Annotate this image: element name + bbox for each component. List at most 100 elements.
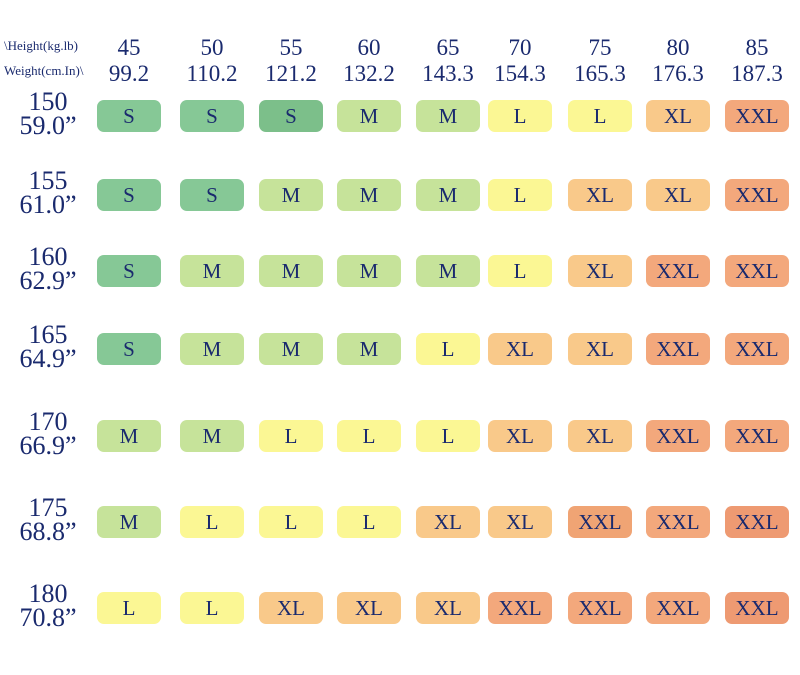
size-cell-s: S [97,255,161,287]
column-header-60: 60 132.2 [332,35,406,87]
size-cell-xxl: XXL [725,179,789,211]
size-cell-s: S [180,100,244,132]
size-cell-xxl: XXL [646,333,710,365]
size-cell-m: M [337,179,401,211]
size-cell-l: L [488,255,552,287]
column-weight-lb: 165.3 [574,61,626,86]
size-cell-m: M [180,255,244,287]
column-weight-kg: 70 [508,35,532,60]
row-height-cm: 175 [28,493,68,522]
size-cell-l: L [488,179,552,211]
size-cell-xxl: XXL [488,592,552,624]
column-weight-kg: 60 [357,35,381,60]
column-weight-lb: 176.3 [652,61,704,86]
size-cell-xxl: XXL [725,255,789,287]
column-weight-lb: 187.3 [731,61,783,86]
size-cell-s: S [97,179,161,211]
size-cell-xl: XL [568,420,632,452]
column-header-75: 75 165.3 [563,35,637,87]
row-height-cm: 165 [28,320,68,349]
row-height-cm: 150 [28,87,68,116]
column-weight-lb: 132.2 [343,61,395,86]
size-cell-xxl: XXL [646,255,710,287]
size-cell-m: M [416,255,480,287]
size-cell-xxl: XXL [725,333,789,365]
row-header-150: 150 59.0” [6,87,90,140]
row-height-cm: 170 [28,407,68,436]
size-cell-xl: XL [416,506,480,538]
row-header-165: 165 64.9” [6,320,90,372]
size-cell-s: S [259,100,323,132]
size-cell-l: L [259,506,323,538]
size-cell-xxl: XXL [725,420,789,452]
size-cell-xxl: XXL [568,592,632,624]
row-height-in: 66.9” [19,431,77,460]
size-cell-s: S [97,100,161,132]
size-cell-m: M [259,333,323,365]
size-cell-m: M [337,255,401,287]
column-header-65: 65 143.3 [411,35,485,87]
size-cell-l: L [416,333,480,365]
size-cell-s: S [97,333,161,365]
column-weight-kg: 65 [436,35,460,60]
size-cell-xxl: XXL [725,592,789,624]
row-height-in: 59.0” [19,111,77,140]
size-cell-xl: XL [337,592,401,624]
size-cell-m: M [337,100,401,132]
size-cell-l: L [337,506,401,538]
size-cell-l: L [416,420,480,452]
column-weight-lb: 121.2 [265,61,317,86]
column-header-85: 85 187.3 [720,35,794,87]
size-cell-xl: XL [568,179,632,211]
size-cell-l: L [488,100,552,132]
size-cell-m: M [180,420,244,452]
size-cell-m: M [337,333,401,365]
size-cell-xxl: XXL [646,506,710,538]
size-cell-xxl: XXL [725,100,789,132]
size-cell-l: L [337,420,401,452]
size-cell-l: L [259,420,323,452]
size-cell-xxl: XXL [725,506,789,538]
size-cell-xl: XL [488,333,552,365]
size-cell-xl: XL [646,100,710,132]
column-weight-lb: 143.3 [422,61,474,86]
column-weight-kg: 45 [117,35,141,60]
size-cell-xl: XL [568,333,632,365]
size-cell-xxl: XXL [568,506,632,538]
column-weight-lb: 99.2 [108,61,150,86]
size-cell-xxl: XXL [646,592,710,624]
column-weight-kg: 80 [666,35,690,60]
row-height-in: 61.0” [19,190,77,219]
size-cell-m: M [180,333,244,365]
size-cell-l: L [97,592,161,624]
size-cell-m: M [259,255,323,287]
row-header-155: 155 61.0” [6,166,90,219]
row-header-180: 180 70.8” [6,581,90,632]
column-header-50: 50 110.2 [175,35,249,87]
column-header-45: 45 99.2 [92,35,166,87]
size-cell-l: L [180,506,244,538]
corner-label-weight: Weight(cm.In)\ [4,63,84,78]
row-height-cm: 155 [28,166,68,195]
column-weight-kg: 85 [745,35,769,60]
size-cell-xl: XL [488,420,552,452]
size-cell-l: L [568,100,632,132]
row-header-160: 160 62.9” [6,244,90,294]
row-header-175: 175 68.8” [6,493,90,545]
size-cell-m: M [416,179,480,211]
size-cell-xxl: XXL [646,420,710,452]
column-header-55: 55 121.2 [254,35,328,87]
corner-label-height: \Height(kg.lb) [4,38,79,53]
size-cell-xl: XL [568,255,632,287]
column-weight-lb: 154.3 [494,61,546,86]
column-header-70: 70 154.3 [483,35,557,87]
size-cell-l: L [180,592,244,624]
row-height-in: 70.8” [19,603,77,632]
size-cell-xl: XL [259,592,323,624]
column-weight-kg: 55 [279,35,303,60]
column-weight-kg: 75 [588,35,612,60]
size-cell-m: M [259,179,323,211]
size-cell-xl: XL [488,506,552,538]
size-cell-s: S [180,179,244,211]
